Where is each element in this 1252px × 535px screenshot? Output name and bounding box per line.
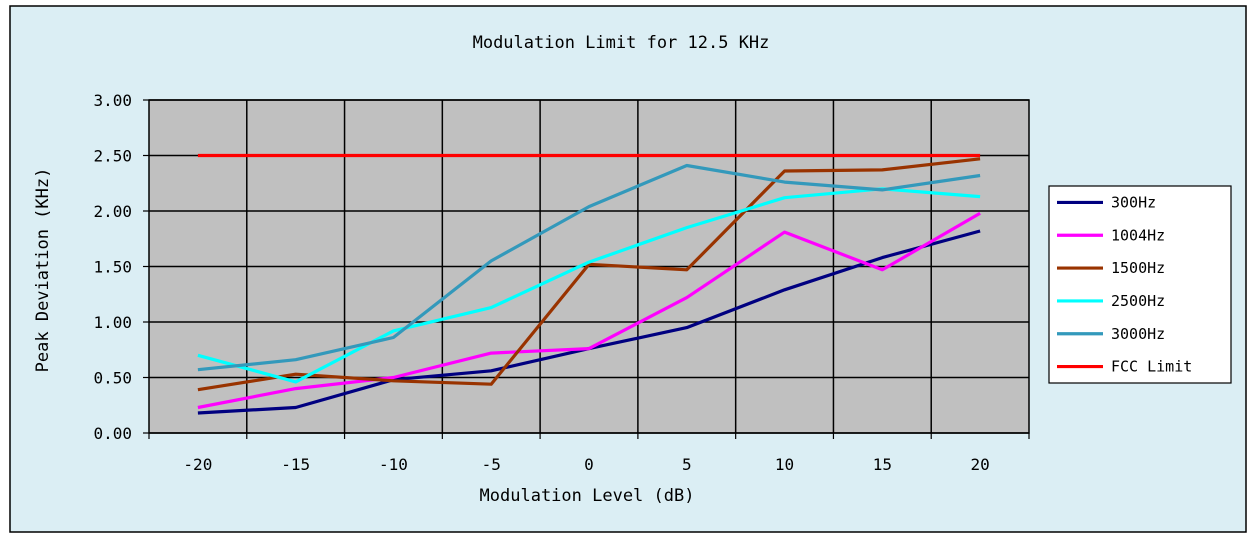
- series-line-2500hz: [197, 187, 981, 384]
- legend: [1048, 185, 1232, 384]
- x-axis-ticks: -20 -15 -10 -5 0 5 10 15 20: [148, 433, 1030, 474]
- series-line-1500hz: [197, 157, 981, 392]
- chart-title: Modulation Limit for 12.5 KHz: [473, 33, 770, 53]
- x-tick-label: 10: [775, 455, 794, 474]
- legend-label-1500hz: 1500Hz: [1111, 259, 1165, 277]
- x-tick-label: 5: [682, 455, 692, 474]
- legend-label-2500hz: 2500Hz: [1111, 292, 1165, 310]
- series-line-1004hz: [197, 211, 981, 410]
- legend-label-fcc-limit: FCC Limit: [1111, 358, 1192, 376]
- y-tick-label: 2.00: [93, 202, 132, 221]
- x-tick-label: -20: [183, 455, 212, 474]
- series-line-3000hz: [197, 163, 981, 372]
- y-tick-label: 0.00: [93, 424, 132, 443]
- legend-label-300hz: 300Hz: [1111, 193, 1156, 211]
- y-axis-ticks: 0.00 0.50 1.00 1.50 2.00 2.50 3.00: [93, 91, 149, 443]
- x-tick-label: 0: [584, 455, 594, 474]
- legend-label-3000hz: 3000Hz: [1111, 325, 1165, 343]
- x-axis-title: Modulation Level (dB): [480, 486, 695, 506]
- y-tick-label: 3.00: [93, 91, 132, 110]
- y-tick-label: 1.00: [93, 313, 132, 332]
- y-tick-label: 0.50: [93, 369, 132, 388]
- x-tick-label: -10: [379, 455, 408, 474]
- y-tick-label: 1.50: [93, 258, 132, 277]
- x-tick-label: 20: [970, 455, 989, 474]
- y-axis-title: Peak Deviation (KHz): [33, 168, 53, 373]
- legend-label-1004hz: 1004Hz: [1111, 226, 1165, 244]
- legend-entries: 300Hz 1004Hz 1500Hz 2500Hz 3000Hz FCC Limit: [1057, 193, 1192, 376]
- x-tick-label: -15: [281, 455, 310, 474]
- series-lines: [197, 153, 981, 415]
- y-tick-label: 2.50: [93, 147, 132, 166]
- x-tick-label: 15: [873, 455, 892, 474]
- x-tick-label: -5: [482, 455, 501, 474]
